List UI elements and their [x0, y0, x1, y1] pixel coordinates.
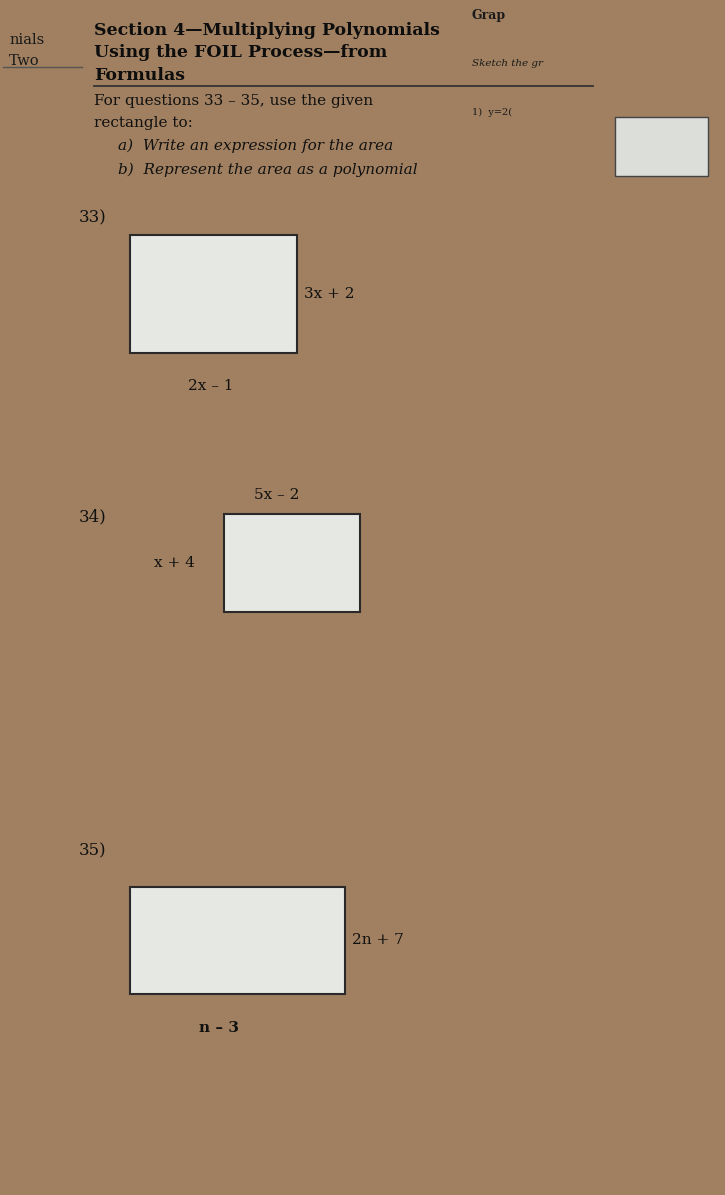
Text: b)  Represent the area as a polynomial: b) Represent the area as a polynomial	[118, 163, 418, 177]
Text: nials: nials	[9, 33, 44, 48]
Bar	[615, 117, 708, 176]
Text: 2x – 1: 2x – 1	[188, 379, 234, 393]
Text: Grap: Grap	[471, 10, 505, 23]
Text: rectangle to:: rectangle to:	[94, 116, 193, 130]
Text: 34): 34)	[79, 508, 107, 525]
Text: 3x + 2: 3x + 2	[304, 287, 355, 301]
Text: 1)  y=2(: 1) y=2(	[471, 108, 512, 117]
Text: x + 4: x + 4	[154, 556, 195, 570]
Text: 33): 33)	[79, 209, 107, 226]
Text: Using the FOIL Process—from: Using the FOIL Process—from	[94, 44, 387, 61]
Bar	[130, 235, 297, 353]
Text: a)  Write an expression for the area: a) Write an expression for the area	[118, 139, 393, 153]
Text: 5x – 2: 5x – 2	[254, 488, 299, 502]
Text: 2n + 7: 2n + 7	[352, 933, 404, 948]
Text: Two: Two	[9, 54, 40, 68]
Text: Sketch the gr: Sketch the gr	[471, 60, 542, 68]
Bar	[224, 514, 360, 612]
Bar	[130, 887, 345, 994]
Text: 35): 35)	[79, 842, 107, 859]
Text: Formulas: Formulas	[94, 67, 185, 84]
Text: Section 4—Multiplying Polynomials: Section 4—Multiplying Polynomials	[94, 22, 439, 38]
Text: For questions 33 – 35, use the given: For questions 33 – 35, use the given	[94, 94, 373, 109]
Text: n – 3: n – 3	[199, 1021, 239, 1035]
